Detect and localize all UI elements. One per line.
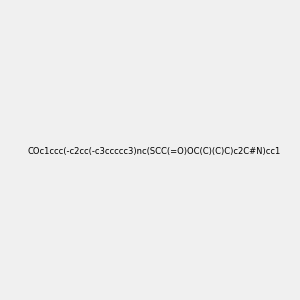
Text: COc1ccc(-c2cc(-c3ccccc3)nc(SCC(=O)OC(C)(C)C)c2C#N)cc1: COc1ccc(-c2cc(-c3ccccc3)nc(SCC(=O)OC(C)(… [27,147,280,156]
